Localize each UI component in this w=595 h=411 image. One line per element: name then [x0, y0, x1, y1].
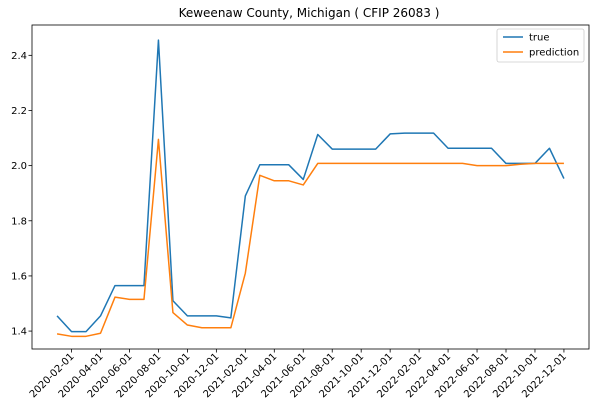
y-tick-label: 1.6	[11, 271, 27, 282]
legend-label-true: true	[529, 33, 550, 44]
chart-title: Keweenaw County, Michigan ( CFIP 26083 )	[179, 6, 440, 20]
legend-label-prediction: prediction	[529, 48, 579, 59]
y-tick-label: 2.0	[11, 161, 27, 172]
series-line-prediction	[56, 138, 564, 338]
y-tick-label: 1.4	[11, 327, 27, 338]
x-axis: 2020-02-012020-04-012020-06-012020-08-01…	[28, 349, 569, 400]
series-line-true	[56, 39, 565, 333]
y-tick-label: 2.2	[11, 106, 27, 117]
legend: true prediction	[496, 28, 585, 63]
series-layer	[56, 39, 565, 338]
y-tick-label: 1.8	[11, 216, 27, 227]
y-tick-label: 2.4	[11, 51, 27, 62]
plot-area-frame	[31, 24, 590, 350]
y-axis: 1.4 1.6 1.8 2.0 2.2 2.4	[11, 51, 32, 338]
